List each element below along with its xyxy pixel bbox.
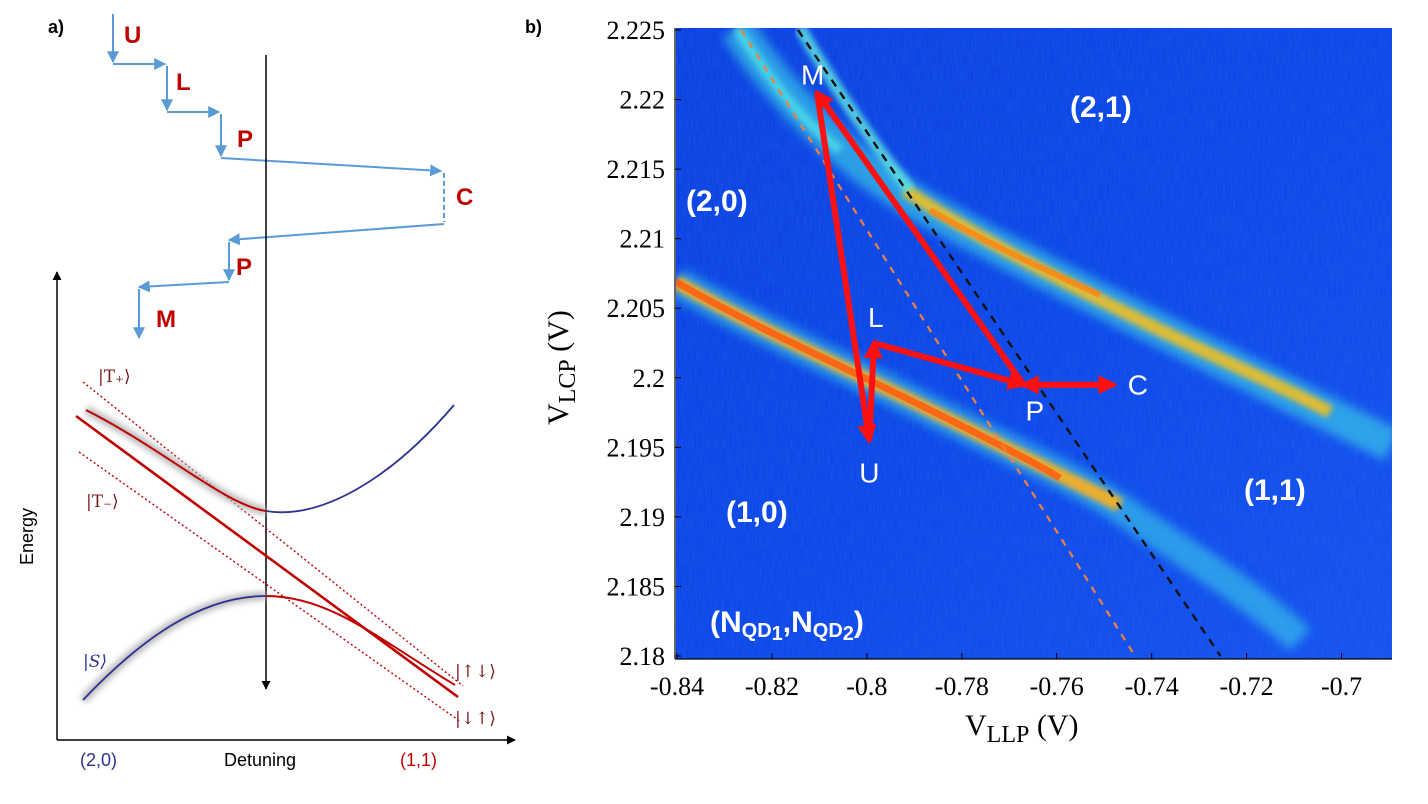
x-tick-label: -0.78: [935, 672, 989, 701]
charge-state-left: (2,0): [80, 750, 117, 770]
seq-step-cp: [227, 223, 445, 246]
axis-ticks: -0.84 -0.82 -0.8 -0.78 -0.76 -0.74 -0.72 -0.7 2.…: [607, 16, 1363, 701]
pulse-sequence: [107, 14, 445, 340]
stability-diagram: [676, 28, 1392, 659]
x-axis-title-sub: LLP: [987, 722, 1030, 748]
detuning-axis-label: Detuning: [224, 750, 296, 770]
y-tick-label: 2.185: [607, 572, 666, 601]
state-t-plus: |T₊⟩: [98, 367, 131, 387]
point-label-l: L: [868, 302, 884, 333]
seq-step-pc: [220, 157, 443, 177]
arrow-p-to-m: [814, 89, 1026, 387]
x-axis-title-main: V: [965, 709, 987, 742]
occ-close: ): [854, 606, 864, 639]
lower-branch-t: [265, 595, 456, 686]
t0-line: [75, 414, 459, 699]
state-t-minus: |T₋⟩: [86, 492, 119, 512]
x-axis-title: VLLP (V): [965, 709, 1079, 748]
orange-dashed-line: [740, 29, 1136, 657]
occupation-label: (NQD1,NQD2): [710, 606, 864, 645]
occ-sub2: 2: [843, 623, 854, 645]
panel-a-label: a): [48, 17, 64, 37]
x-tick-label: -0.84: [650, 672, 704, 701]
t-plus-line: [82, 381, 464, 687]
x-tick-label: -0.74: [1125, 672, 1179, 701]
y-tick-label: 2.18: [620, 642, 666, 671]
state-down-up: |↓↑⟩: [455, 709, 496, 729]
x-tick-label: -0.72: [1220, 672, 1274, 701]
point-label-u: U: [859, 457, 879, 488]
point-label-m: M: [801, 60, 824, 91]
seq-step-pm: [137, 280, 230, 293]
seq-label-p2: P: [236, 254, 252, 281]
x-tick-label: -0.76: [1030, 672, 1084, 701]
panel-a: a) U L P C P M Energy Detuning (2,0) (1,: [17, 14, 516, 770]
y-axis-title: VLCP (V): [542, 310, 581, 425]
seq-label-u: U: [124, 22, 141, 49]
point-label-p: P: [1026, 396, 1045, 427]
lower-branch-glow: [79, 591, 267, 704]
black-dashed-line: [797, 29, 1222, 657]
upper-branch-t: [265, 404, 455, 514]
y-axis-title-main: V: [542, 403, 575, 425]
seq-label-m: M: [156, 306, 176, 333]
state-up-down: |↑↓⟩: [455, 662, 496, 682]
y-axis-title-sub: LCP: [555, 359, 581, 403]
x-axis-title-unit: (V): [1029, 709, 1078, 742]
y-axis-title-unit: (V): [542, 310, 575, 359]
y-tick-label: 2.2: [633, 364, 666, 393]
seq-label-l: L: [176, 69, 191, 96]
y-tick-label: 2.22: [620, 86, 666, 115]
charge-state-right: (1,1): [400, 750, 437, 770]
y-tick-label: 2.205: [607, 294, 666, 323]
arrow-m-to-u: [814, 92, 877, 445]
y-tick-label: 2.215: [607, 155, 666, 184]
occ-sub1: 1: [772, 623, 783, 645]
y-tick-label: 2.19: [620, 503, 666, 532]
seq-label-c: C: [456, 184, 473, 211]
panel-b-label: b): [525, 17, 542, 37]
seq-label-p1: P: [237, 126, 253, 153]
region-2-1: (2,1): [1070, 91, 1132, 124]
occ-comma: ,N: [783, 606, 813, 639]
lower-branch-s: [82, 595, 267, 701]
region-2-0: (2,0): [686, 185, 748, 218]
x-tick-label: -0.7: [1321, 672, 1362, 701]
occ-open: (N: [710, 606, 742, 639]
y-tick-label: 2.225: [607, 16, 666, 45]
region-1-0: (1,0): [726, 496, 788, 529]
panel-b: b) -0.84 -0.8: [525, 16, 1392, 748]
y-tick-label: 2.21: [620, 225, 666, 254]
t-minus-line: [78, 451, 462, 723]
pulse-path: M L U P C: [801, 60, 1148, 489]
state-singlet: |S⟩: [83, 652, 107, 672]
x-tick-label: -0.8: [846, 672, 887, 701]
lower-transition: [676, 268, 1311, 651]
occ-qd1: QD: [742, 620, 772, 642]
arrow-u-to-l: [863, 339, 883, 441]
x-tick-label: -0.82: [745, 672, 799, 701]
occ-qd2: QD: [813, 620, 843, 642]
y-tick-label: 2.195: [607, 433, 666, 462]
energy-axis-label: Energy: [17, 508, 37, 565]
region-1-1: (1,1): [1244, 474, 1306, 507]
point-label-c: C: [1128, 370, 1148, 401]
arrow-l-to-p: [873, 340, 1028, 390]
upper-branch-s: [85, 409, 267, 512]
